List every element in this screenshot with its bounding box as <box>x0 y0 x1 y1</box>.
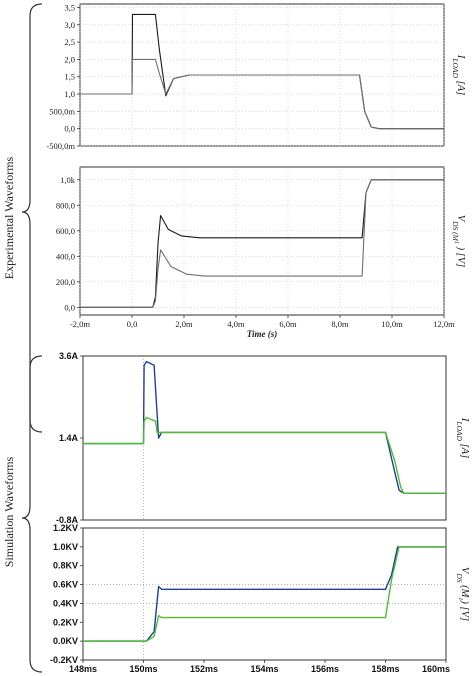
x-tick-label: 156ms <box>311 664 339 674</box>
simulation-voltage-chart: -0.2KV 0.0KV 0.2KV 0.4KV 0.6KV 0.8KV 1.0KV 1.2K… <box>50 523 470 674</box>
series-line-1 <box>83 546 446 642</box>
y-tick-label: 1.4A <box>59 433 79 443</box>
experimental-section: Experimental Waveforms <box>2 3 43 433</box>
y-tick-label: 0.8KV <box>53 561 78 571</box>
series-line-2 <box>80 58 444 130</box>
series-line-1 <box>83 360 446 494</box>
x-tick-label: 8,0m <box>331 319 349 329</box>
y-tick-label: 3.6A <box>59 351 79 361</box>
x-tick-label: -2,0m <box>70 319 90 329</box>
y-tick-label: 200,0 <box>56 277 75 287</box>
x-tick-label: 148ms <box>69 664 97 674</box>
x-tick-label: 160ms <box>422 664 450 674</box>
experimental-label: Experimental Waveforms <box>2 156 16 279</box>
y-tick-label: 1,0 <box>64 89 75 99</box>
y-tick-label: 3,5 <box>64 2 75 12</box>
y-tick-label: 0.6KV <box>53 580 78 590</box>
x-tick-label: 6,0m <box>279 319 297 329</box>
y-tick-label: -500,0m <box>46 141 75 151</box>
y-tick-label: 0.0KV <box>53 636 78 646</box>
x-tick-label: 10,0m <box>381 319 403 329</box>
x-tick-label: 158ms <box>371 664 399 674</box>
series-line-2 <box>83 546 446 642</box>
y-axis-label: VDS (M1) [V] <box>456 567 471 621</box>
experimental-voltage-chart: 0,0 200,0 400,0 600,0 800,0 1,0k -2,0m 0,0 2,0m 4… <box>56 166 467 339</box>
x-tick-label: 152ms <box>190 664 218 674</box>
x-tick-label: 0,0 <box>127 319 138 329</box>
y-tick-label: 1,0k <box>60 175 76 185</box>
plot-frame <box>82 355 447 521</box>
x-tick-label: 12,0m <box>433 319 455 329</box>
simulation-label: Simulation Waveforms <box>2 456 16 567</box>
plot-frame <box>79 166 445 316</box>
experimental-current-chart: -500,0m 0,0 500,0m 1,0 1,5 2,0 2,5 3,0 3,5 ILOAD … <box>46 2 466 151</box>
simulation-current-chart: -0.8A 1.4A 3.6A ILOAD [A] <box>56 351 470 525</box>
y-tick-label: 0,0 <box>64 124 75 134</box>
x-tick-label: 150ms <box>129 664 157 674</box>
series-line-2 <box>80 179 444 308</box>
y-tick-label: 0.2KV <box>53 617 78 627</box>
y-tick-label: 500,0m <box>49 106 75 116</box>
plot-frame <box>82 527 447 661</box>
simulation-brace <box>21 355 43 673</box>
y-tick-label: 600,0 <box>56 226 75 236</box>
x-axis-label: Time (s) <box>247 329 277 339</box>
y-tick-label: -0.2KV <box>50 655 78 665</box>
y-tick-label: 3,0 <box>64 20 75 30</box>
experimental-brace <box>21 3 43 433</box>
series-line-2 <box>83 416 446 494</box>
y-tick-label: 0.4KV <box>53 598 78 608</box>
x-tick-label: 2,0m <box>175 319 193 329</box>
y-tick-label: -0.8A <box>56 515 79 525</box>
y-tick-label: 0,0 <box>64 302 75 312</box>
y-tick-label: 2,5 <box>64 37 75 47</box>
y-axis-label: ILOAD [A] <box>456 417 471 458</box>
y-tick-label: 1,5 <box>64 72 75 82</box>
y-axis-label: VDS (M1 ) [V] <box>452 215 467 268</box>
y-tick-label: 2,0 <box>64 54 75 64</box>
y-tick-label: 1.0KV <box>53 542 78 552</box>
y-tick-label: 400,0 <box>56 251 75 261</box>
y-tick-label: 1.2KV <box>53 523 78 533</box>
y-tick-label: 800,0 <box>56 200 75 210</box>
y-axis-label: ILOAD [A] <box>452 54 467 95</box>
x-tick-label: 154ms <box>250 664 278 674</box>
simulation-section: Simulation Waveforms <box>2 355 43 673</box>
x-tick-label: 4,0m <box>227 319 245 329</box>
